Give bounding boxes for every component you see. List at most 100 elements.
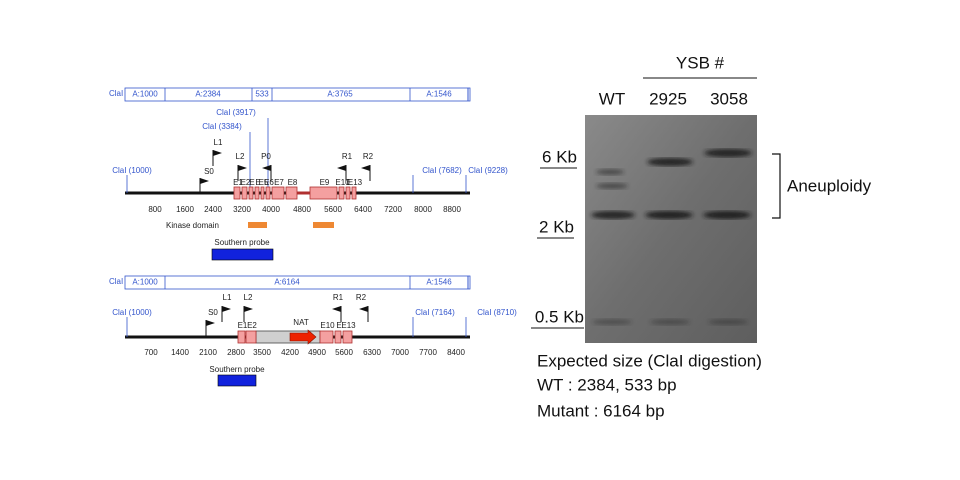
exon — [334, 330, 342, 344]
fragment-bar — [124, 275, 471, 290]
exon-label: E — [249, 178, 254, 187]
exon-label: E2 — [241, 178, 251, 187]
scale-label: 800 — [148, 205, 162, 214]
primer-label: S0 — [204, 167, 214, 176]
exon — [233, 186, 241, 200]
kinase-domain — [313, 222, 334, 228]
scale-label: 3500 — [253, 348, 271, 357]
primer-flag — [332, 306, 341, 312]
gel-band — [596, 183, 628, 189]
exon-label: E7 — [274, 178, 284, 187]
exon-label: E1 — [233, 178, 243, 187]
southern-probe — [217, 374, 257, 387]
site-label: ClaI (8710) — [477, 308, 517, 317]
primer-label: P0 — [261, 152, 271, 161]
scale-label: 2400 — [204, 205, 222, 214]
scale-label: 6300 — [363, 348, 381, 357]
exon-label: E — [255, 178, 260, 187]
primer-flag — [200, 178, 209, 184]
gel-band — [703, 211, 751, 219]
scale-label: 5600 — [324, 205, 342, 214]
exon-label: E — [336, 321, 341, 330]
bracket — [772, 153, 781, 219]
scale-label: 2100 — [199, 348, 217, 357]
exon — [319, 330, 334, 344]
exon-label: E8 — [288, 178, 298, 187]
exon — [248, 186, 254, 200]
exon — [285, 186, 298, 200]
site-label: ClaI (7682) — [422, 166, 462, 175]
fragment-prefix: ClaI — [109, 89, 123, 98]
exon-label: E5 — [259, 178, 269, 187]
primer-label: L2 — [244, 293, 253, 302]
exon — [254, 186, 260, 200]
primer-label: L1 — [214, 138, 223, 147]
exon-label: E6 — [264, 178, 274, 187]
gel-band — [645, 211, 693, 219]
exon-label: E13 — [348, 178, 363, 187]
fragment-prefix: ClaI — [109, 277, 123, 286]
exon-label: E10 — [320, 321, 335, 330]
primer-flag — [337, 165, 346, 171]
group-label: YSB # — [676, 53, 725, 72]
site-label: ClaI (1000) — [112, 166, 152, 175]
exon — [260, 186, 265, 200]
scale-label: 4200 — [281, 348, 299, 357]
primer-flag — [262, 165, 271, 171]
site-label: ClaI (3917) — [216, 108, 256, 117]
primer-label: L2 — [236, 152, 245, 161]
exon — [271, 186, 285, 200]
exon — [237, 330, 246, 344]
kinase-domain — [248, 222, 267, 228]
primer-flag — [213, 150, 222, 156]
gel-band — [592, 319, 632, 325]
fragment-label: A:3765 — [327, 90, 353, 99]
caption-line: Expected size (ClaI digestion) — [537, 351, 762, 370]
gel-band — [704, 149, 752, 157]
scale-label: 2800 — [227, 348, 245, 357]
scale-label: 1600 — [176, 205, 194, 214]
site-label: ClaI (3384) — [202, 122, 242, 131]
scale-label: 4000 — [262, 205, 280, 214]
scale-label: 8000 — [414, 205, 432, 214]
scale-label: 1400 — [171, 348, 189, 357]
primer-flag — [244, 306, 253, 312]
exon — [351, 186, 357, 200]
site-label: ClaI (7164) — [415, 308, 455, 317]
primer-label: R1 — [342, 152, 353, 161]
annotation: Aneuploidy — [787, 176, 872, 195]
gel-band — [650, 319, 690, 325]
lane-label: 2925 — [649, 89, 687, 108]
primer-label: R2 — [363, 152, 374, 161]
fragment-label: A:6164 — [274, 278, 300, 287]
southern-probe — [211, 248, 274, 261]
exon-label: E1 — [238, 321, 248, 330]
exon-label: E — [346, 178, 351, 187]
exon-label: E2 — [247, 321, 257, 330]
exon — [265, 186, 271, 200]
exon — [241, 186, 248, 200]
nat-arrow — [289, 329, 317, 345]
site-label: ClaI (9228) — [468, 166, 508, 175]
nat-label: NAT — [293, 318, 309, 327]
scale-label: 4800 — [293, 205, 311, 214]
exon-label: E10 — [335, 178, 350, 187]
primer-label: S0 — [208, 308, 218, 317]
exon — [345, 186, 351, 200]
caption-line: WT : 2384, 533 bp — [537, 375, 677, 394]
exon — [342, 330, 353, 344]
primer-label: R2 — [356, 293, 367, 302]
exon — [309, 186, 338, 200]
exon-label: E9 — [320, 178, 330, 187]
exon — [245, 330, 257, 344]
primer-flag — [238, 165, 247, 171]
marker-label: 6 Kb — [542, 147, 577, 166]
fragment-label: 533 — [255, 90, 269, 99]
primer-flag — [359, 306, 368, 312]
scale-label: 8400 — [447, 348, 465, 357]
scale-label: 5600 — [335, 348, 353, 357]
exon — [338, 186, 345, 200]
kinase-label: Kinase domain — [166, 221, 219, 230]
